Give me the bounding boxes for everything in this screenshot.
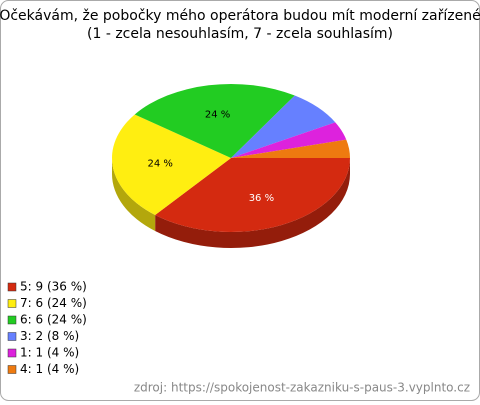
legend-swatch <box>7 315 17 325</box>
data-label: 36 % <box>249 193 274 204</box>
chart-title: Očekávám, že pobočky mého operátora budo… <box>0 8 480 24</box>
slice-side <box>112 158 156 232</box>
legend-swatch <box>7 282 17 292</box>
slice <box>231 139 350 158</box>
legend-swatch <box>7 365 17 374</box>
legend-label: 5: 9 (36 %) <box>20 280 87 294</box>
slice <box>231 122 347 158</box>
slice <box>231 95 336 158</box>
data-label: 24 % <box>205 109 230 120</box>
source: zdroj: https://spokojenost-zakazniku-s-p… <box>134 381 470 395</box>
slice <box>134 83 295 158</box>
data-label: 24 % <box>147 159 172 170</box>
slice-side <box>155 158 350 248</box>
legend-label: 7: 6 (24 %) <box>20 296 87 310</box>
legend-label: 4: 1 (4 %) <box>20 362 79 376</box>
legend-label: 1: 1 (4 %) <box>20 346 79 360</box>
legend-label: 6: 6 (24 %) <box>20 313 87 327</box>
legend-label: 3: 2 (8 %) <box>20 329 79 343</box>
slice <box>112 114 231 216</box>
chart-subtitle: (1 - zcela nesouhlasím, 7 - zcela souhla… <box>87 26 393 42</box>
slice <box>155 158 350 233</box>
legend-swatch <box>7 299 17 308</box>
legend-swatch <box>7 332 17 341</box>
legend-swatch <box>7 348 17 358</box>
